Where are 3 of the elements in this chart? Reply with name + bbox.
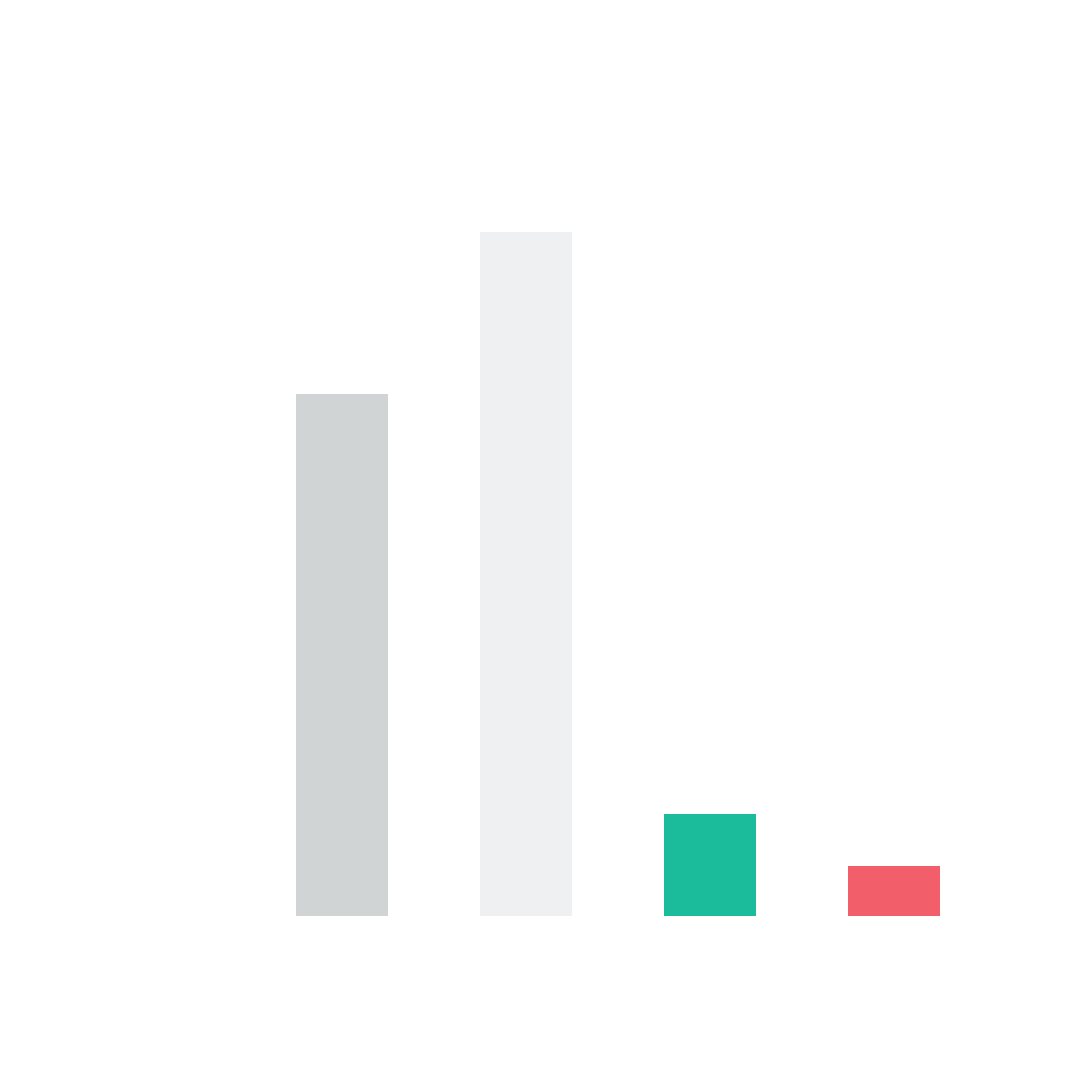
bar xyxy=(848,866,940,916)
bar xyxy=(664,814,756,916)
bar xyxy=(296,394,388,916)
